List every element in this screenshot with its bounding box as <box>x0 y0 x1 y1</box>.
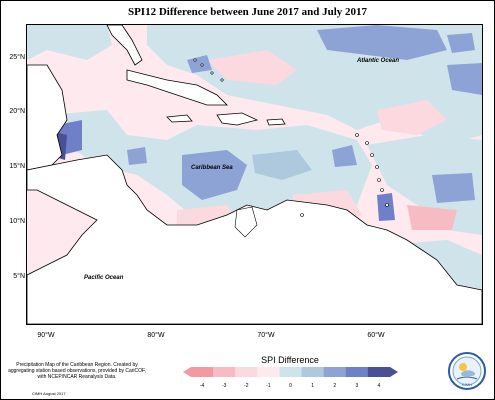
legend-swatch <box>323 367 347 377</box>
legend-swatch <box>191 367 214 377</box>
legend-tick-label: -1 <box>266 383 271 389</box>
legend-swatch <box>301 367 324 377</box>
x-tick-60w: 60°W <box>367 332 385 339</box>
legend-tick-label: 1 <box>311 383 314 389</box>
y-tick-25n: 25°N <box>9 54 25 61</box>
legend-title: SPI Difference <box>261 355 319 365</box>
x-tick-70w: 70°W <box>257 332 275 339</box>
x-tick-90w: 90°W <box>37 332 55 339</box>
legend-arrow-left <box>183 367 191 377</box>
source-note: Precipitation Map of the Caribbean Regio… <box>8 362 146 380</box>
map-panel: Atlantic Ocean Caribbean Sea Pacific Oce… <box>26 24 483 325</box>
legend-tick-label: -2 <box>244 383 249 389</box>
legend-swatch <box>213 367 236 377</box>
legend-swatch <box>279 367 302 377</box>
logo-label: CIMH <box>462 382 472 387</box>
caribbean-sea-label: Caribbean Sea <box>191 165 233 171</box>
legend-arrow-right <box>390 367 398 377</box>
legend-tick-label: 0 <box>289 383 292 389</box>
legend-swatch <box>235 367 258 377</box>
y-tick-10n: 10°N <box>9 218 25 225</box>
legend-tick-label: 2 <box>333 383 336 389</box>
x-tick-80w: 80°W <box>147 332 165 339</box>
spi-difference-map: Atlantic Ocean Caribbean Sea Pacific Oce… <box>27 25 482 324</box>
cimh-logo: CIMH <box>448 352 486 390</box>
legend-tick-label: 3 <box>355 383 358 389</box>
legend-tick-label: 4 <box>378 383 381 389</box>
y-tick-20n: 20°N <box>9 108 25 115</box>
legend-swatch <box>345 367 369 377</box>
color-legend: -4 -3 -2 -1 0 1 2 3 4 <box>183 367 398 389</box>
y-tick-15n: 15°N <box>9 163 25 170</box>
y-tick-5n: 5°N <box>13 273 25 280</box>
credit-text: CIMH August 2017 <box>32 391 66 396</box>
atlantic-ocean-label: Atlantic Ocean <box>356 58 399 64</box>
legend-tick-label: -4 <box>200 383 205 389</box>
legend-swatch <box>257 367 280 377</box>
legend-tick-label: -3 <box>222 383 227 389</box>
legend-swatch <box>367 367 391 377</box>
map-title: SPI12 Difference between June 2017 and J… <box>127 6 368 18</box>
pacific-ocean-label: Pacific Ocean <box>84 275 124 281</box>
